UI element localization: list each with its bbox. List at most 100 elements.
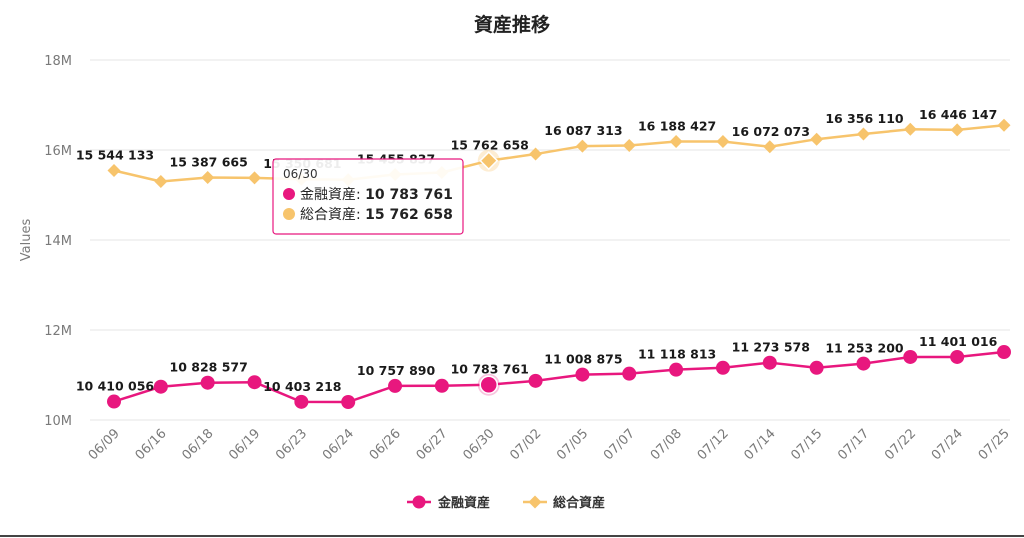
tooltip-swatch xyxy=(283,188,295,200)
x-axis-ticks: 06/09 06/16 06/18 06/19 06/23 06/24 06/26 06/27… xyxy=(86,426,1013,463)
data-point[interactable] xyxy=(715,360,730,375)
data-label-layer: 10 410 056 10 828 577 10 403 218 10 757 890… xyxy=(76,107,998,394)
y-tick-label: 18M xyxy=(44,54,72,69)
data-point[interactable] xyxy=(107,164,121,178)
x-tick-label: 07/08 xyxy=(648,426,685,463)
x-tick-label: 07/22 xyxy=(882,426,919,463)
tooltip-value: 15 762 658 xyxy=(365,207,453,223)
data-point[interactable] xyxy=(997,345,1011,360)
data-point[interactable] xyxy=(528,373,543,388)
data-point[interactable] xyxy=(247,375,262,390)
series-line xyxy=(113,124,1005,183)
x-tick-label: 06/18 xyxy=(179,426,216,463)
data-point[interactable] xyxy=(763,140,777,154)
data-label: 15 762 658 xyxy=(451,138,529,153)
data-label: 11 253 200 xyxy=(825,341,904,356)
x-tick-label: 06/24 xyxy=(320,426,357,463)
data-point[interactable] xyxy=(762,355,777,370)
data-point[interactable] xyxy=(669,362,684,377)
y-tick-label: 12M xyxy=(44,324,72,339)
data-point[interactable] xyxy=(903,122,917,136)
legend: 金融資産 総合資産 xyxy=(407,495,605,511)
data-label: 15 544 133 xyxy=(76,148,154,163)
data-point[interactable] xyxy=(950,349,965,364)
x-tick-label: 07/24 xyxy=(929,426,966,463)
data-label: 10 783 761 xyxy=(451,362,529,377)
tooltip-series-name: 総合資産: xyxy=(300,207,365,223)
x-tick-label: 07/05 xyxy=(554,426,591,463)
x-tick-label: 06/16 xyxy=(133,426,170,463)
data-point[interactable] xyxy=(479,151,499,171)
x-tick-label: 07/17 xyxy=(835,426,872,463)
data-point[interactable] xyxy=(388,378,403,393)
tooltip-title: 06/30 xyxy=(283,167,318,181)
tooltip-row: 金融資産: 10 783 761 xyxy=(300,187,453,203)
data-point[interactable] xyxy=(200,375,215,390)
data-point[interactable] xyxy=(529,147,543,161)
data-point[interactable] xyxy=(856,356,871,371)
x-tick-label: 06/30 xyxy=(460,426,497,463)
x-tick-label: 06/23 xyxy=(273,426,310,463)
y-axis-ticks: 10M 12M 14M 16M 18M xyxy=(44,54,72,429)
tooltip-box xyxy=(272,158,464,235)
data-point[interactable] xyxy=(669,135,683,149)
data-point[interactable] xyxy=(434,378,449,393)
data-point[interactable] xyxy=(856,127,870,141)
data-point[interactable] xyxy=(622,366,637,381)
legend-label: 総合資産 xyxy=(553,495,605,511)
data-label: 10 757 890 xyxy=(357,363,436,378)
legend-marker-circle xyxy=(412,495,426,509)
y-axis-label: Values xyxy=(19,219,34,262)
tooltip-swatch xyxy=(283,208,295,220)
data-point[interactable] xyxy=(575,139,589,153)
legend-item-financial-assets[interactable]: 金融資産 xyxy=(407,495,490,511)
data-label: 16 087 313 xyxy=(544,123,622,138)
data-point[interactable] xyxy=(248,171,262,185)
series-line xyxy=(113,350,1005,404)
tooltip-series-name: 金融資産: xyxy=(300,187,365,203)
y-tick-label: 10M xyxy=(44,414,72,429)
data-label: 15 387 665 xyxy=(170,155,248,170)
data-point[interactable] xyxy=(107,394,121,409)
data-point[interactable] xyxy=(153,379,168,394)
x-tick-label: 07/25 xyxy=(976,426,1013,463)
data-point[interactable] xyxy=(950,123,964,137)
x-tick-label: 06/19 xyxy=(226,426,263,463)
data-point[interactable] xyxy=(810,132,824,146)
x-tick-label: 07/07 xyxy=(601,426,638,463)
data-point[interactable] xyxy=(201,171,215,185)
data-point[interactable] xyxy=(575,367,590,382)
series-financial-assets xyxy=(107,345,1011,409)
data-label: 10 828 577 xyxy=(170,360,248,375)
legend-item-total-assets[interactable]: 総合資産 xyxy=(523,495,605,511)
chart-title: 資産推移 xyxy=(474,13,550,36)
x-tick-label: 07/15 xyxy=(788,426,825,463)
x-tick-label: 07/02 xyxy=(507,426,544,463)
data-point[interactable] xyxy=(997,118,1011,132)
tooltip-value: 10 783 761 xyxy=(365,187,453,203)
x-tick-label: 07/14 xyxy=(742,426,779,463)
series-layer xyxy=(107,118,1011,409)
data-point[interactable] xyxy=(479,375,498,394)
data-label: 10 410 056 xyxy=(76,379,155,394)
data-point[interactable] xyxy=(294,394,309,409)
data-label: 11 273 578 xyxy=(732,340,810,355)
data-label: 16 356 110 xyxy=(825,111,904,126)
grid-layer xyxy=(90,59,1010,421)
y-tick-label: 16M xyxy=(44,144,72,159)
data-point[interactable] xyxy=(903,349,918,364)
x-tick-label: 06/26 xyxy=(367,426,404,463)
x-tick-label: 07/12 xyxy=(695,426,732,463)
data-point[interactable] xyxy=(341,395,356,409)
tooltip-row: 総合資産: 15 762 658 xyxy=(300,207,453,223)
data-label: 11 401 016 xyxy=(919,334,998,349)
data-label: 11 118 813 xyxy=(638,347,716,362)
data-point[interactable] xyxy=(622,139,636,152)
data-point[interactable] xyxy=(716,134,730,148)
legend-label: 金融資産 xyxy=(437,495,490,511)
data-point[interactable] xyxy=(154,175,168,188)
data-point[interactable] xyxy=(809,360,824,375)
